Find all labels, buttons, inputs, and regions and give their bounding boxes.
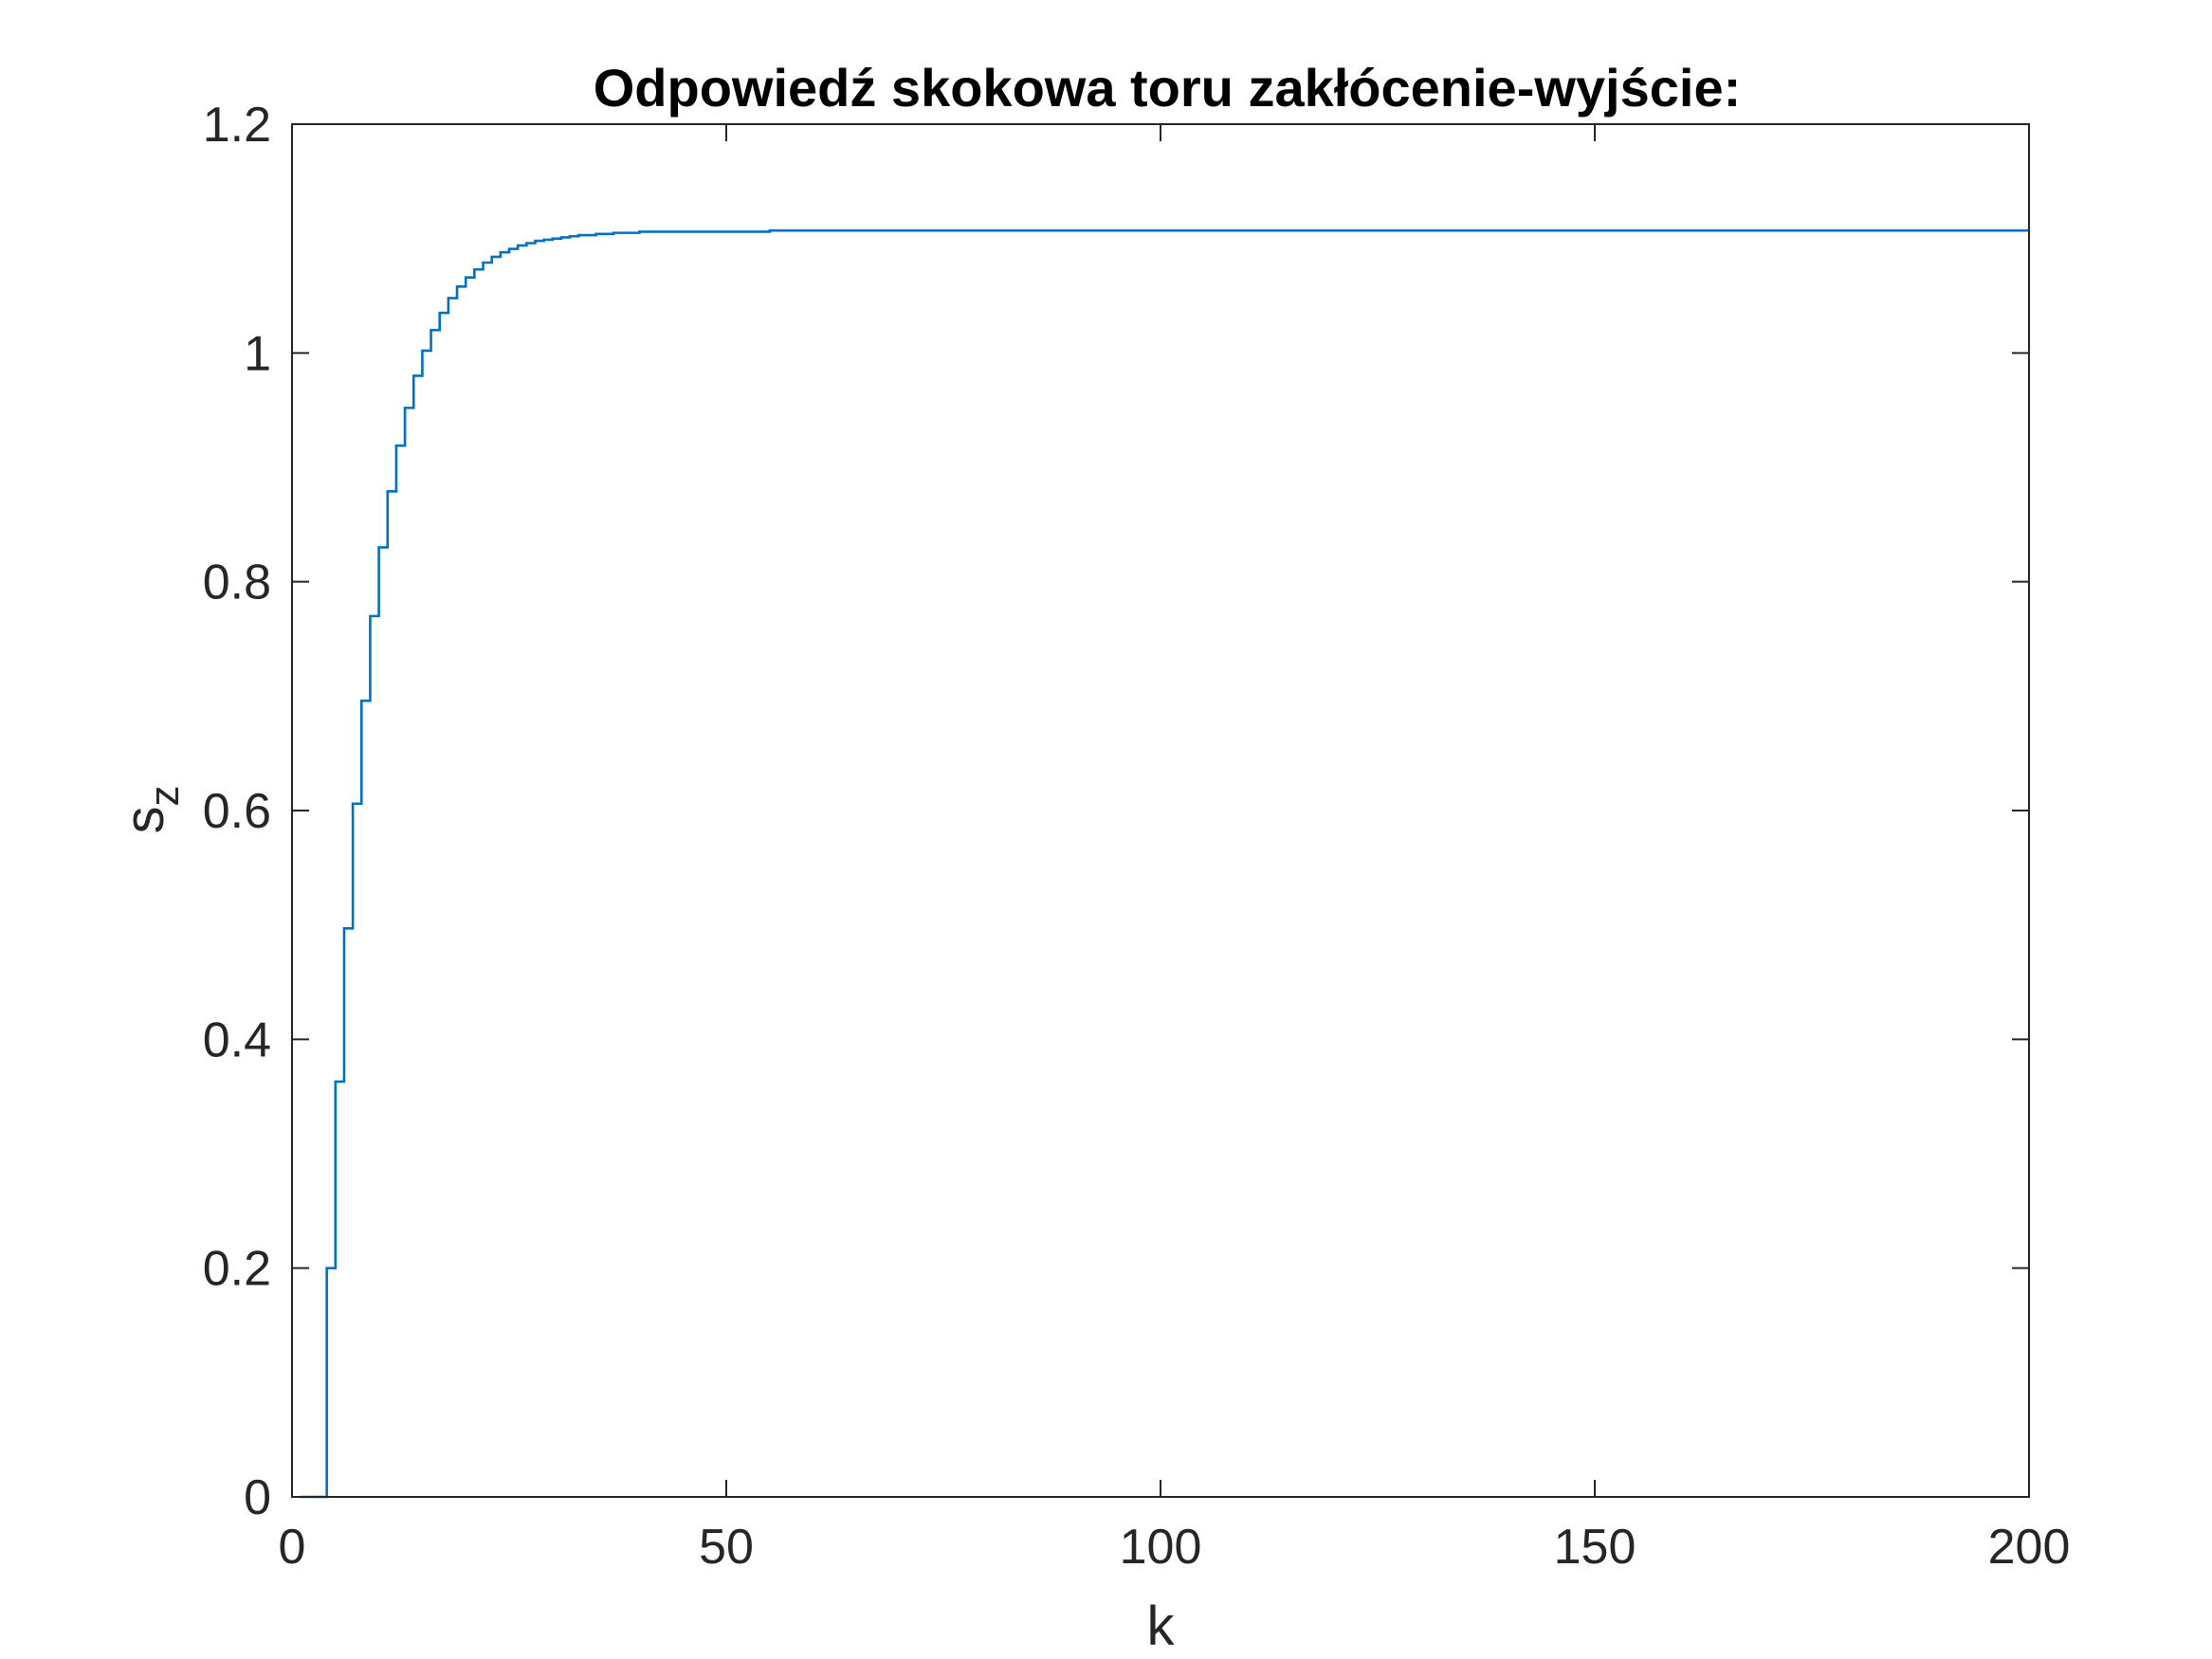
y-axis-label-main: s bbox=[114, 807, 175, 834]
y-axis-label: sz bbox=[114, 786, 188, 834]
x-axis-label: k bbox=[1147, 1595, 1176, 1657]
y-tick-label-0: 0 bbox=[244, 1470, 271, 1525]
y-tick-label-1: 0.2 bbox=[203, 1242, 271, 1297]
x-tick-label-4: 200 bbox=[1988, 1520, 2071, 1575]
y-tick-label-4: 0.8 bbox=[203, 556, 271, 611]
y-tick-label-5: 1 bbox=[244, 326, 271, 381]
x-tick-label-3: 150 bbox=[1554, 1520, 1636, 1575]
series-line-0 bbox=[301, 228, 2029, 1499]
x-tick-label-1: 50 bbox=[699, 1520, 754, 1575]
x-tick-label-2: 100 bbox=[1120, 1520, 1202, 1575]
plot-area: 0 50 100 150 200 0 0.2 0.4 0.6 0.8 1 1.2 bbox=[203, 98, 2071, 1575]
x-tick-label-0: 0 bbox=[279, 1520, 306, 1575]
y-axis-label-subscript: z bbox=[141, 786, 188, 807]
chart-title: Odpowiedź skokowa toru zakłócenie-wyjści… bbox=[594, 58, 1742, 118]
y-tick-label-6: 1.2 bbox=[203, 98, 271, 153]
y-tick-label-2: 0.4 bbox=[203, 1012, 271, 1067]
y-tick-label-3: 0.6 bbox=[203, 784, 271, 839]
